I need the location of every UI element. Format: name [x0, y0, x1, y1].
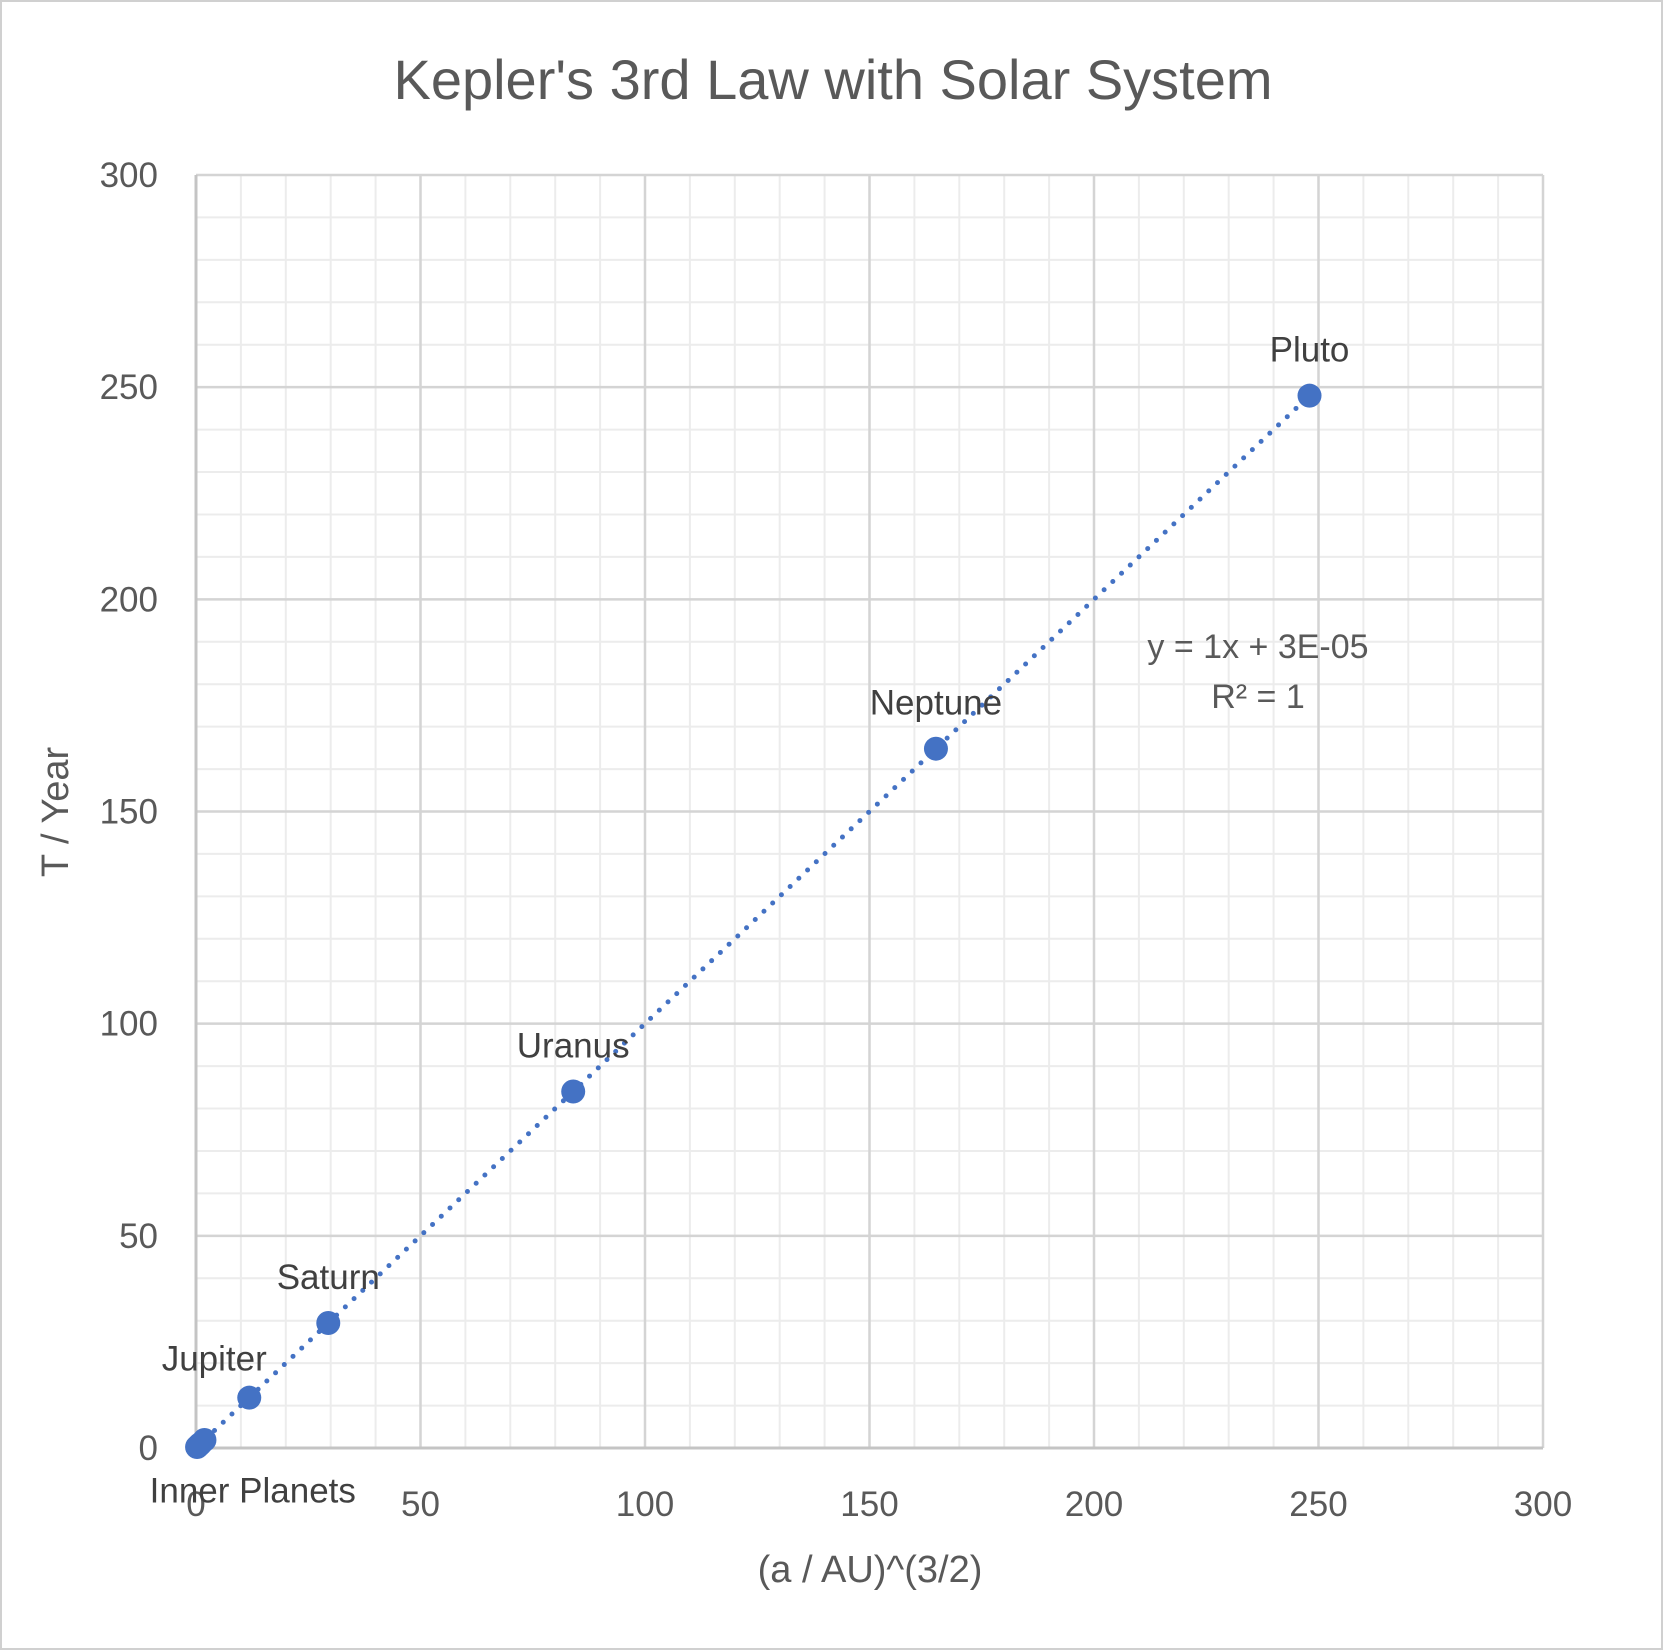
- x-tick-labels: 0 50 100 150 200 250 300: [186, 1485, 1572, 1524]
- y-tick-label: 0: [139, 1429, 158, 1468]
- point-label: Pluto: [1270, 331, 1350, 370]
- data-point: [316, 1310, 341, 1335]
- data-point: [923, 736, 948, 761]
- y-tick-labels: 0 50 100 150 200 250 300: [100, 156, 158, 1468]
- points-layer: [185, 383, 1322, 1459]
- point-label: Inner Planets: [150, 1471, 356, 1510]
- data-point: [1297, 383, 1322, 408]
- y-tick-label: 250: [100, 368, 158, 407]
- data-point: [561, 1079, 586, 1104]
- x-axis-title: (a / AU)^(3/2): [758, 1549, 983, 1591]
- y-axis-title: T / Year: [35, 747, 77, 878]
- trendline-equation: y = 1x + 3E-05: [1147, 628, 1368, 666]
- x-tick-label: 100: [616, 1485, 674, 1524]
- y-tick-label: 200: [100, 580, 158, 619]
- x-tick-label: 150: [840, 1485, 898, 1524]
- chart-title: Kepler's 3rd Law with Solar System: [393, 48, 1272, 111]
- y-tick-label: 150: [100, 793, 158, 832]
- point-label: Saturn: [277, 1258, 380, 1297]
- data-point: [237, 1385, 262, 1410]
- point-labels: Inner Planets Jupiter Saturn Uranus Neptune P…: [150, 331, 1350, 1511]
- y-tick-label: 300: [100, 156, 158, 195]
- point-label: Uranus: [517, 1027, 630, 1066]
- y-tick-label: 50: [119, 1217, 158, 1256]
- y-tick-label: 100: [100, 1005, 158, 1044]
- x-tick-label: 200: [1065, 1485, 1123, 1524]
- x-tick-label: 0: [186, 1485, 205, 1524]
- data-point: [192, 1428, 217, 1453]
- trendline-r-squared: R² = 1: [1211, 678, 1305, 716]
- x-tick-label: 300: [1514, 1485, 1572, 1524]
- x-tick-label: 250: [1289, 1485, 1347, 1524]
- x-tick-label: 50: [401, 1485, 440, 1524]
- point-label: Neptune: [870, 684, 1002, 723]
- point-label: Jupiter: [162, 1340, 267, 1379]
